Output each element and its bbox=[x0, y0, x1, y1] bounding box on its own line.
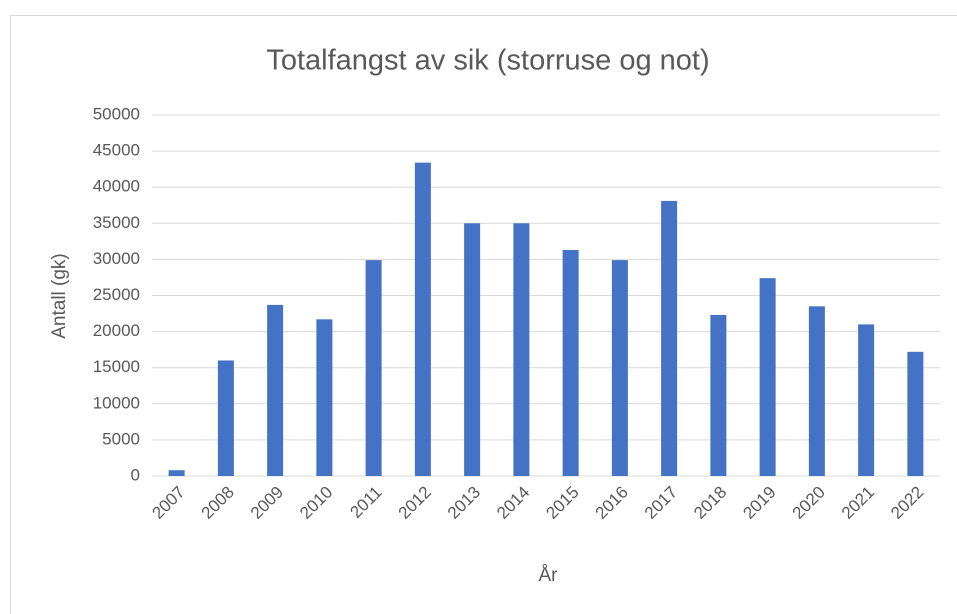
chart-title: Totalfangst av sik (storruse og not) bbox=[266, 45, 709, 77]
bar bbox=[759, 278, 776, 476]
bar bbox=[661, 200, 678, 476]
y-axis-title: Antall (gk) bbox=[49, 253, 70, 339]
bar bbox=[267, 304, 284, 476]
bar bbox=[464, 223, 481, 476]
y-tick-label: 50000 bbox=[93, 104, 140, 123]
bar bbox=[168, 470, 185, 476]
y-tick-label: 40000 bbox=[93, 177, 140, 196]
bar bbox=[611, 260, 628, 476]
bar bbox=[365, 260, 382, 476]
y-tick-label: 20000 bbox=[93, 321, 140, 340]
x-axis-title: År bbox=[539, 565, 559, 586]
bar bbox=[414, 162, 431, 477]
y-tick-label: 35000 bbox=[93, 213, 140, 232]
y-tick-label: 15000 bbox=[93, 357, 140, 376]
bar bbox=[858, 324, 875, 476]
bar bbox=[907, 351, 924, 476]
y-tick-label: 45000 bbox=[93, 141, 140, 160]
bar bbox=[316, 319, 333, 476]
bar bbox=[513, 223, 530, 476]
y-tick-label: 25000 bbox=[93, 285, 140, 304]
bar bbox=[217, 360, 234, 476]
bar bbox=[562, 250, 579, 476]
bar bbox=[808, 306, 825, 476]
bar bbox=[710, 314, 727, 476]
y-tick-label: 30000 bbox=[93, 249, 140, 268]
y-tick-label: 0 bbox=[131, 465, 140, 484]
y-tick-label: 10000 bbox=[93, 393, 140, 412]
y-tick-label: 5000 bbox=[102, 429, 140, 448]
